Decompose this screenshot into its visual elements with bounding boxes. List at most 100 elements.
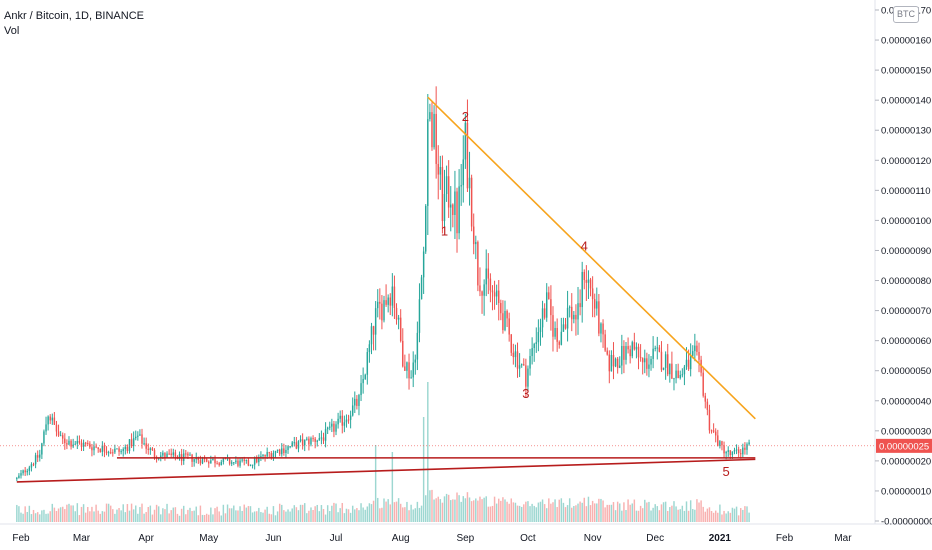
candle-body bbox=[616, 358, 619, 368]
volume-bar bbox=[157, 506, 160, 522]
candle-body bbox=[575, 314, 577, 320]
candle-body bbox=[554, 327, 556, 337]
volume-bar bbox=[122, 504, 124, 522]
candle-body bbox=[610, 354, 613, 372]
candle-body bbox=[571, 306, 573, 320]
candle-body bbox=[320, 437, 323, 439]
volume-bar bbox=[356, 508, 358, 522]
volume-bar bbox=[516, 505, 519, 522]
candle-body bbox=[278, 449, 281, 455]
volume-bar bbox=[393, 502, 396, 522]
candle-body bbox=[256, 457, 258, 463]
volume-bar bbox=[114, 513, 116, 522]
volume-bar bbox=[427, 382, 429, 522]
volume-bar bbox=[389, 504, 391, 522]
volume-bar bbox=[593, 503, 596, 522]
volume-bar bbox=[335, 503, 337, 522]
volume-bar bbox=[571, 507, 573, 522]
candle-body bbox=[408, 362, 410, 379]
volume-bar bbox=[303, 503, 306, 522]
candle-body bbox=[658, 347, 661, 352]
volume-bar bbox=[358, 510, 360, 522]
candle-body bbox=[218, 463, 220, 466]
volume-bar bbox=[714, 510, 717, 522]
volume-bar bbox=[126, 504, 129, 522]
volume-bar bbox=[345, 508, 348, 522]
candle-body bbox=[637, 346, 640, 358]
volume-bar bbox=[456, 492, 458, 522]
volume-bar bbox=[733, 508, 736, 522]
candle-body bbox=[744, 447, 746, 450]
candle-body bbox=[748, 442, 750, 445]
candle-body bbox=[593, 299, 596, 309]
candle-body bbox=[694, 345, 696, 352]
candle-body bbox=[458, 186, 460, 234]
volume-bar bbox=[116, 509, 118, 522]
candle-body bbox=[450, 204, 452, 208]
time-axis[interactable]: Feb Mar Apr May Jun Jul Aug Sep Oct Nov Dec 2021 Feb… bbox=[12, 533, 852, 544]
candle-body bbox=[472, 226, 475, 245]
volume-bar bbox=[364, 509, 366, 522]
volume-bar bbox=[331, 505, 333, 522]
candle-body bbox=[295, 442, 298, 449]
volume-bar bbox=[491, 505, 494, 522]
candle-body bbox=[600, 323, 602, 334]
volume-bar bbox=[368, 503, 371, 522]
candle-body bbox=[568, 306, 571, 308]
volume-bar bbox=[103, 511, 106, 522]
volume-bar bbox=[721, 514, 723, 522]
time-tick-label: Aug bbox=[392, 533, 410, 544]
candle-body bbox=[687, 359, 690, 370]
candle-body bbox=[216, 463, 218, 465]
currency-badge[interactable]: BTC bbox=[893, 6, 919, 23]
volume-bar bbox=[443, 496, 446, 522]
volume-bar bbox=[193, 510, 195, 522]
volume-bar bbox=[575, 505, 577, 522]
volume-bar bbox=[525, 501, 527, 522]
candle-body bbox=[746, 444, 748, 450]
candle-body bbox=[274, 450, 277, 454]
candle-body bbox=[135, 436, 137, 439]
volume-bar bbox=[260, 512, 262, 522]
candle-body bbox=[162, 452, 164, 456]
volume-bar bbox=[424, 495, 427, 522]
volume-bar bbox=[339, 508, 341, 522]
volume-bar bbox=[203, 514, 206, 522]
candle-body bbox=[673, 378, 675, 380]
candle-body bbox=[389, 297, 391, 306]
candle-body bbox=[143, 443, 145, 445]
volume-bar bbox=[278, 503, 281, 522]
candle-body bbox=[364, 374, 366, 379]
volume-bar bbox=[489, 506, 492, 522]
price-tick-label: 0.00000040 bbox=[881, 396, 931, 407]
volume-bar bbox=[272, 506, 275, 522]
volume-bar bbox=[57, 508, 60, 522]
price-axis[interactable]: 0.000001700.000001600.000001500.00000140… bbox=[875, 6, 932, 528]
chart-title: Ankr / Bitcoin, 1D, BINANCE bbox=[4, 10, 144, 22]
candle-body bbox=[429, 112, 431, 120]
candle-body bbox=[291, 442, 293, 447]
candle-body bbox=[589, 279, 592, 289]
price-tick-label: 0.00000010 bbox=[881, 486, 931, 497]
volume-bar bbox=[299, 504, 302, 522]
volume-bar bbox=[283, 510, 285, 522]
trendline-support-rising[interactable] bbox=[16, 458, 756, 483]
candle-body bbox=[118, 448, 120, 452]
trendline-resistance[interactable] bbox=[427, 96, 756, 420]
volume-bar bbox=[379, 508, 381, 522]
candle-body bbox=[122, 449, 124, 452]
volume-bar bbox=[266, 506, 268, 522]
candle-body bbox=[147, 448, 149, 450]
candle-body bbox=[433, 113, 435, 148]
candle-body bbox=[368, 344, 371, 353]
volume-bar bbox=[329, 511, 331, 522]
volume-bar bbox=[216, 506, 218, 522]
candle-body bbox=[514, 351, 517, 358]
wave-label-1: 1 bbox=[441, 223, 448, 238]
volume-bar bbox=[170, 510, 172, 522]
candle-body bbox=[529, 356, 531, 369]
price-tick-label: -0.00000000 bbox=[881, 517, 932, 528]
candle-body bbox=[708, 409, 711, 431]
volume-bar bbox=[731, 507, 734, 522]
